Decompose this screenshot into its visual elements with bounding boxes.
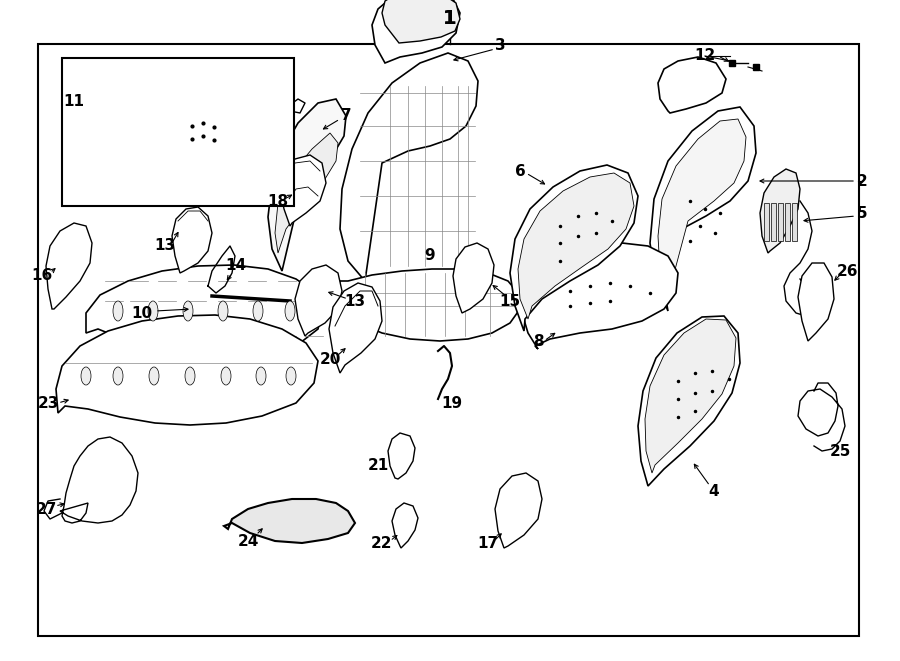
Polygon shape [658, 57, 726, 113]
Bar [778, 203, 783, 241]
Ellipse shape [113, 367, 123, 385]
Text: 3: 3 [495, 38, 505, 54]
Text: 12: 12 [695, 48, 716, 63]
Ellipse shape [185, 367, 195, 385]
Text: 4: 4 [708, 483, 719, 498]
Polygon shape [56, 315, 318, 425]
Text: 18: 18 [267, 194, 289, 208]
Polygon shape [329, 283, 382, 373]
Polygon shape [46, 223, 92, 309]
Polygon shape [392, 503, 418, 548]
Polygon shape [224, 499, 355, 543]
Polygon shape [280, 155, 326, 226]
Polygon shape [798, 263, 834, 341]
Polygon shape [338, 269, 520, 341]
Polygon shape [268, 99, 346, 271]
Text: 1: 1 [443, 9, 457, 28]
Text: 23: 23 [37, 395, 58, 410]
Text: 7: 7 [341, 108, 351, 124]
Text: 27: 27 [35, 502, 57, 516]
Ellipse shape [286, 367, 296, 385]
Text: 2: 2 [857, 173, 868, 188]
Ellipse shape [149, 367, 159, 385]
Text: 20: 20 [320, 352, 341, 366]
Polygon shape [172, 207, 212, 273]
Polygon shape [295, 265, 342, 336]
Polygon shape [388, 433, 415, 479]
Bar [764, 203, 769, 241]
Polygon shape [658, 119, 746, 296]
Polygon shape [638, 316, 740, 486]
Text: 5: 5 [857, 206, 868, 221]
Ellipse shape [113, 301, 123, 321]
Polygon shape [340, 53, 478, 281]
Ellipse shape [148, 301, 158, 321]
Text: 24: 24 [238, 533, 258, 549]
Text: 13: 13 [155, 239, 176, 254]
Ellipse shape [285, 301, 295, 321]
Polygon shape [518, 173, 634, 319]
Polygon shape [645, 319, 736, 473]
Polygon shape [372, 0, 460, 63]
Text: 21: 21 [367, 459, 389, 473]
Text: 13: 13 [345, 293, 365, 309]
Ellipse shape [256, 367, 266, 385]
Text: 11: 11 [64, 93, 85, 108]
Text: 17: 17 [477, 535, 499, 551]
Polygon shape [760, 169, 800, 253]
Text: 22: 22 [371, 535, 392, 551]
Text: 10: 10 [131, 305, 153, 321]
Polygon shape [510, 165, 638, 331]
Polygon shape [82, 91, 132, 155]
Polygon shape [86, 265, 322, 357]
Ellipse shape [183, 301, 193, 321]
Text: 19: 19 [441, 395, 463, 410]
Bar [792, 203, 797, 241]
Text: 9: 9 [425, 249, 436, 264]
Text: 6: 6 [515, 163, 526, 178]
Polygon shape [522, 243, 678, 349]
Bar [785, 203, 790, 241]
Text: 8: 8 [533, 334, 544, 348]
Bar [38, 44, 859, 636]
Polygon shape [275, 133, 338, 253]
Polygon shape [650, 107, 756, 311]
Text: 26: 26 [837, 264, 859, 278]
Bar [62, 58, 294, 206]
Text: 15: 15 [500, 293, 520, 309]
Ellipse shape [221, 367, 231, 385]
Bar [771, 203, 776, 241]
Polygon shape [382, 0, 460, 43]
Ellipse shape [81, 367, 91, 385]
Text: 25: 25 [829, 444, 850, 459]
Ellipse shape [253, 301, 263, 321]
Polygon shape [453, 243, 494, 313]
Text: 14: 14 [225, 258, 247, 274]
Polygon shape [495, 473, 542, 548]
Polygon shape [60, 437, 138, 523]
Polygon shape [165, 93, 222, 159]
Text: 16: 16 [32, 268, 52, 284]
Ellipse shape [218, 301, 228, 321]
Text: 1: 1 [443, 9, 457, 28]
